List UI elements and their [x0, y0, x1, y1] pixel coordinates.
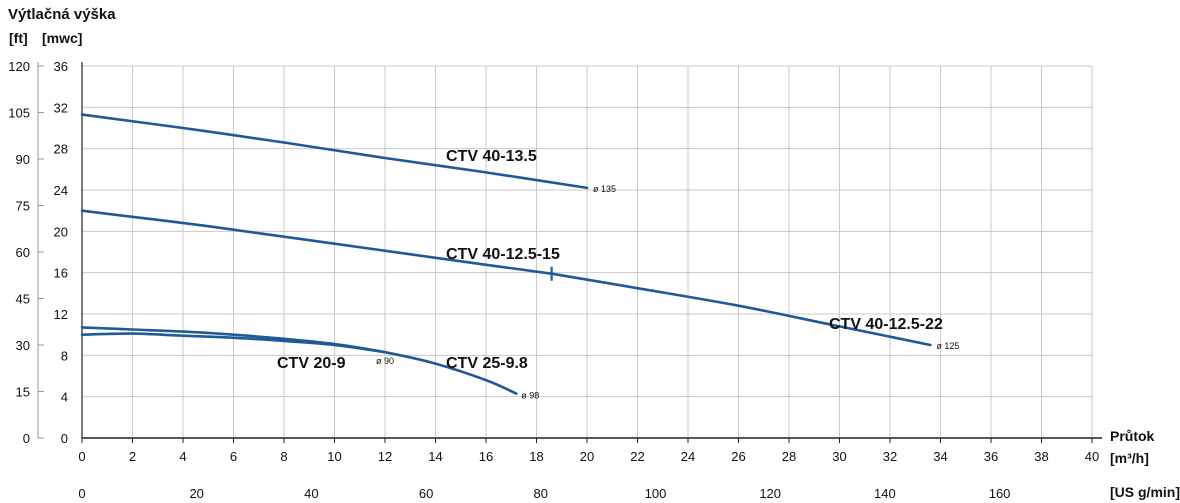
tick-labels: 0 2 4 6 8 10 12 14 16 18 20 22 24 26 28 30 32 34 36 38 400 20… — [8, 59, 1099, 501]
x-tick-label: 24 — [681, 449, 695, 464]
x-tick-label: 38 — [1034, 449, 1048, 464]
x-tick-label: 22 — [630, 449, 644, 464]
x2-tick-label: 140 — [874, 486, 896, 501]
x2-axis-units: [US g/min] — [1110, 484, 1180, 500]
impeller-diameter-label: ø 125 — [936, 341, 959, 351]
x2-tick-label: 40 — [304, 486, 318, 501]
impeller-diameter-label: ø 135 — [593, 184, 616, 194]
y-ft-tick-label: 30 — [16, 338, 30, 353]
series-name-label: CTV 40-12.5-22 — [829, 316, 943, 333]
x2-tick-label: 100 — [645, 486, 667, 501]
y-ft-tick-label: 105 — [8, 106, 30, 121]
y-mwc-tick-label: 0 — [61, 431, 68, 446]
impeller-diameter-label: ø 98 — [521, 391, 539, 401]
x-tick-label: 26 — [731, 449, 745, 464]
y-mwc-tick-label: 8 — [61, 348, 68, 363]
y-ft-units-label: [ft] — [9, 30, 28, 46]
x-tick-label: 32 — [883, 449, 897, 464]
x-tick-label: 16 — [479, 449, 493, 464]
x-tick-label: 34 — [933, 449, 947, 464]
x-axis-units: [m³/h] — [1110, 450, 1149, 466]
x-tick-label: 36 — [984, 449, 998, 464]
x-tick-label: 28 — [782, 449, 796, 464]
y-mwc-tick-label: 32 — [54, 100, 68, 115]
series-line-ctv-40-13-5 — [80, 113, 589, 190]
axes — [37, 62, 1102, 443]
grid — [81, 65, 1093, 439]
y-ft-tick-label: 15 — [16, 385, 30, 400]
x-tick-label: 4 — [179, 449, 186, 464]
x-tick-label: 2 — [129, 449, 136, 464]
series-line-ctv-20-9 — [80, 332, 387, 354]
series-name-label: CTV 25-9.8 — [446, 355, 528, 372]
y-mwc-tick-label: 12 — [54, 307, 68, 322]
x-tick-label: 6 — [230, 449, 237, 464]
y-ft-tick-label: 120 — [8, 59, 30, 74]
y-mwc-units-label: [mwc] — [42, 30, 82, 46]
y-mwc-tick-label: 28 — [54, 142, 68, 157]
y-ft-tick-label: 0 — [23, 431, 30, 446]
y-mwc-tick-label: 20 — [54, 224, 68, 239]
x-tick-label: 14 — [428, 449, 442, 464]
x-axis-label: Průtok — [1110, 428, 1155, 444]
y-mwc-tick-label: 24 — [54, 183, 68, 198]
y-ft-tick-label: 90 — [16, 152, 30, 167]
y-mwc-tick-label: 4 — [61, 390, 68, 405]
y-mwc-tick-label: 36 — [54, 59, 68, 74]
y-mwc-tick-label: 16 — [54, 266, 68, 281]
y-ft-tick-label: 45 — [16, 292, 30, 307]
x2-tick-label: 120 — [759, 486, 781, 501]
series-labels: CTV 40-13.5 ø 135 CTV 40-12.5-15 CTV 40-12.… — [277, 148, 959, 401]
x-tick-label: 0 — [78, 449, 85, 464]
series-name-label: CTV 40-12.5-15 — [446, 246, 560, 263]
series-line-ctv-25-9-8 — [80, 326, 518, 395]
x-tick-label: 20 — [580, 449, 594, 464]
x-tick-label: 8 — [280, 449, 287, 464]
x-tick-label: 40 — [1085, 449, 1099, 464]
series-line-ctv-40-12-5-22 — [550, 272, 932, 347]
series-name-label: CTV 40-13.5 — [446, 148, 537, 165]
series-name-label: CTV 20-9 — [277, 355, 346, 372]
series-line-ctv-40-12-5-15 — [80, 209, 553, 275]
x-tick-label: 10 — [327, 449, 341, 464]
x-tick-label: 18 — [529, 449, 543, 464]
x2-tick-label: 160 — [989, 486, 1011, 501]
series-lines — [80, 113, 932, 395]
x2-tick-label: 60 — [419, 486, 433, 501]
x2-tick-label: 20 — [189, 486, 203, 501]
x-tick-label: 30 — [832, 449, 846, 464]
x2-tick-label: 0 — [78, 486, 85, 501]
x2-tick-label: 80 — [534, 486, 548, 501]
x-tick-label: 12 — [378, 449, 392, 464]
y-ft-tick-label: 75 — [16, 199, 30, 214]
impeller-diameter-label: ø 90 — [376, 356, 394, 366]
chart-title: Výtlačná výška — [8, 6, 116, 23]
y-ft-tick-label: 60 — [16, 245, 30, 260]
